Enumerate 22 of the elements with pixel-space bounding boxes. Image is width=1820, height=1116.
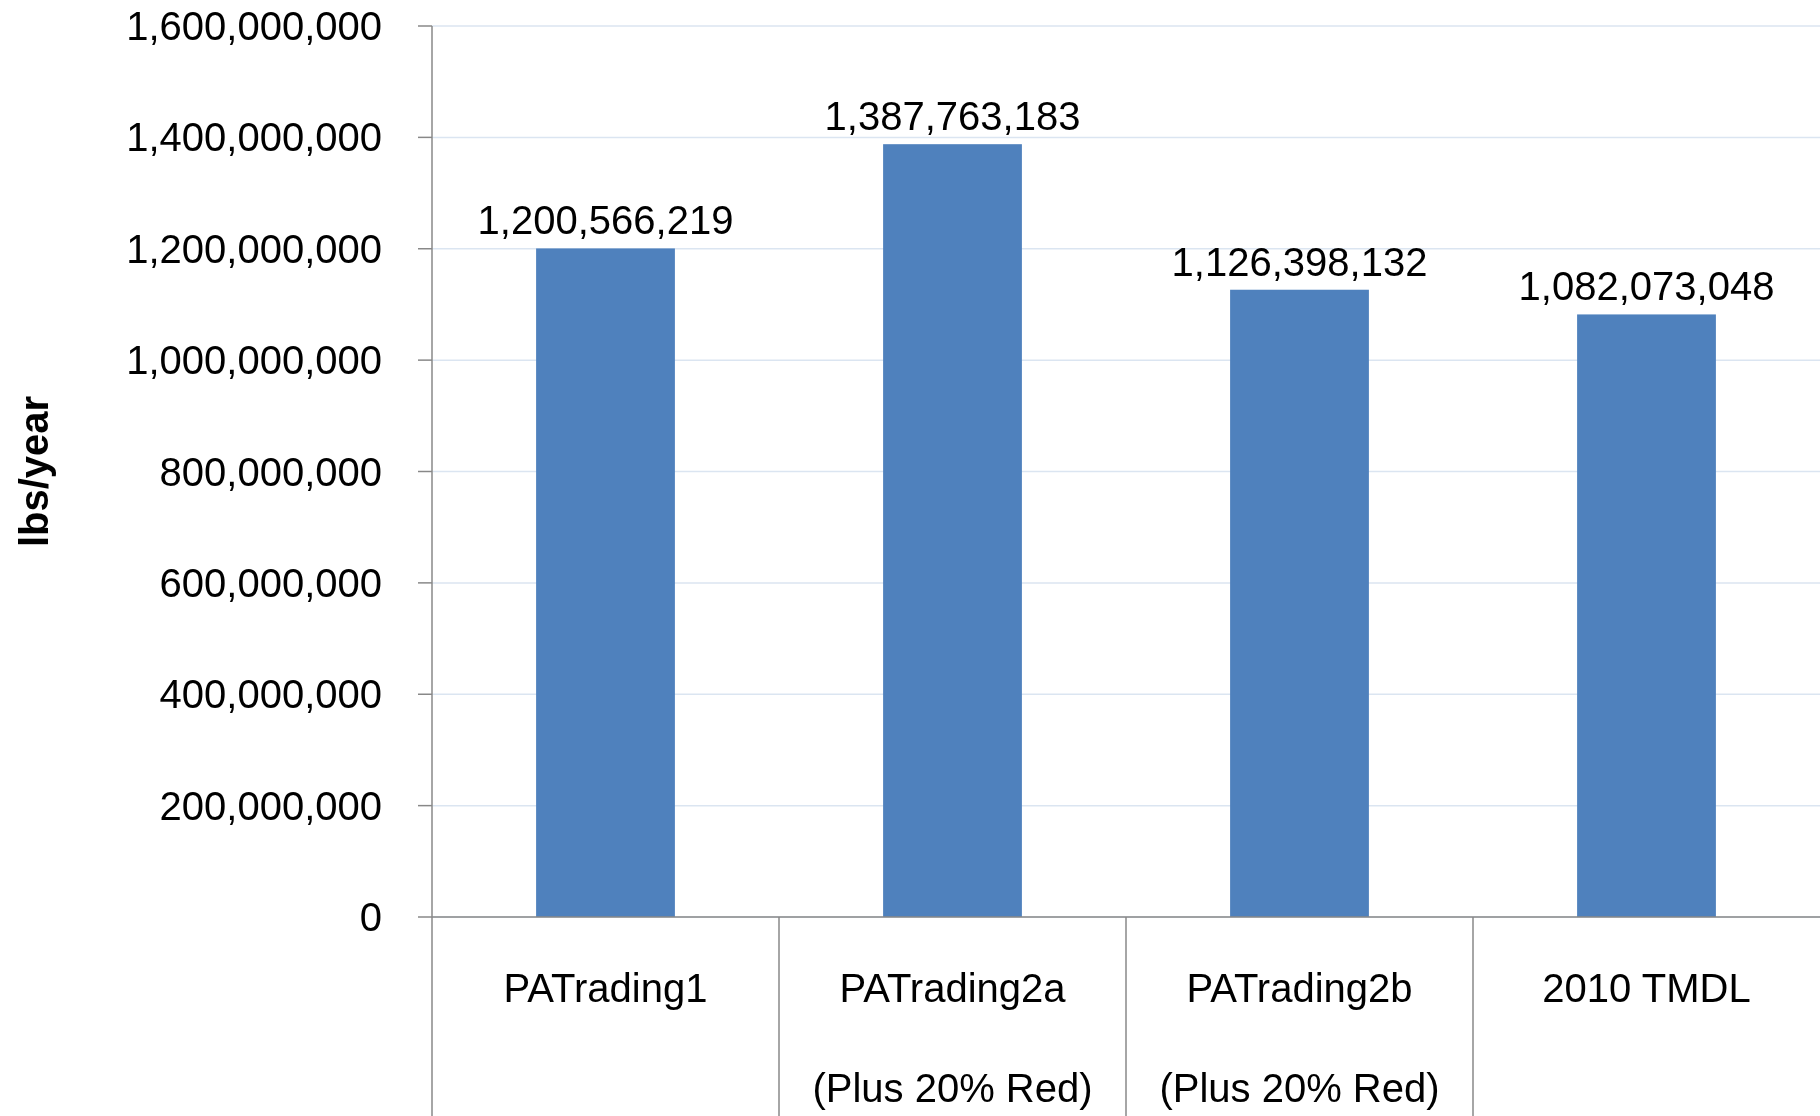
y-tick-label: 1,200,000,000 (126, 226, 382, 271)
bar (536, 248, 675, 917)
y-axis-title: lbs/year (12, 395, 56, 548)
data-label: 1,126,398,132 (1171, 239, 1428, 284)
y-tick-label: 600,000,000 (159, 560, 382, 605)
y-tick-label: 1,600,000,000 (126, 4, 382, 48)
category-label: PATrading2a (Plus 20% Red) (812, 966, 1093, 1110)
y-tick-label: 200,000,000 (159, 783, 382, 828)
y-tick-label: 1,400,000,000 (126, 115, 382, 160)
y-tick-label: 400,000,000 (159, 672, 382, 717)
y-tick-label: 1,000,000,000 (126, 338, 382, 383)
data-label: 1,387,763,183 (824, 94, 1081, 139)
x-tick-label: PATrading1 (503, 966, 708, 1010)
y-tick-label: 0 (359, 895, 382, 939)
category-label: PATrading2b (Plus 20% Red) (1159, 966, 1440, 1110)
data-label: 1,200,566,219 (477, 198, 734, 243)
bar (883, 144, 1022, 917)
bar (1230, 289, 1369, 917)
y-tick-label: 800,000,000 (159, 449, 382, 494)
bar (1577, 314, 1716, 917)
data-label: 1,082,073,048 (1518, 264, 1775, 309)
x-tick-label: 2010 TMDL (1542, 966, 1751, 1010)
